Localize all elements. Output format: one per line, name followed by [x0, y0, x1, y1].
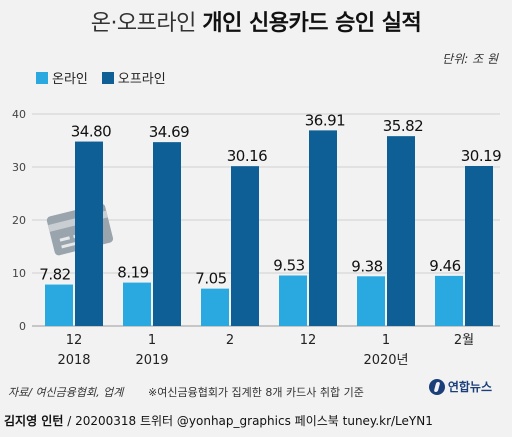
legend: 온라인 오프라인: [36, 68, 180, 87]
bar-offline: [465, 165, 493, 326]
bar-offline: [75, 141, 103, 326]
data-label: 35.82: [383, 117, 423, 135]
legend-label-online: 온라인: [52, 72, 88, 87]
y-tick-label: 10: [12, 267, 26, 280]
bar-offline: [153, 142, 181, 326]
x-year-label: 2020년: [363, 353, 408, 368]
y-tick-label: 30: [12, 161, 26, 174]
chart-title: 온·오프라인 개인 신용카드 승인 실적: [0, 10, 512, 38]
x-tick-label: 1: [382, 333, 390, 348]
bar-online: [123, 282, 151, 326]
yonhap-logo-icon: [428, 378, 445, 395]
bar-online: [201, 288, 229, 326]
author: 김지영 인턴: [4, 414, 64, 428]
bar-online: [279, 275, 307, 326]
data-label: 34.80: [71, 123, 111, 141]
y-tick-label: 20: [12, 214, 26, 227]
legend-item-offline: 오프라인: [101, 68, 166, 87]
title-part-2: 개인 신용카드 승인 실적: [202, 11, 422, 36]
data-label: 34.69: [149, 123, 189, 141]
data-label: 9.46: [429, 257, 460, 275]
bar-offline: [231, 166, 259, 326]
y-tick-label: 0: [19, 320, 26, 333]
data-label: 8.19: [117, 264, 148, 282]
data-label: 7.82: [39, 266, 70, 284]
bar-offline: [309, 130, 337, 326]
x-tick-label: 2월: [454, 333, 474, 348]
note-text: ※여신금융협회가 집계한 8개 카드사 취합 기준: [148, 386, 364, 399]
legend-item-online: 온라인: [36, 68, 88, 87]
bar-online: [45, 284, 73, 326]
y-tick-label: 40: [12, 108, 26, 121]
x-tick-label: 1: [148, 333, 156, 348]
yonhap-logo: 연합뉴스: [428, 378, 492, 395]
x-tick-label: 12: [300, 333, 317, 348]
data-label: 30.16: [227, 147, 267, 165]
bar-online: [357, 276, 385, 326]
unit-label: 단위: 조 원: [442, 52, 498, 66]
x-year-label: 2019: [135, 353, 168, 368]
credit-line: 김지영 인턴 / 20200318 트위터 @yonhap_graphics 페…: [4, 412, 433, 429]
data-label: 9.53: [273, 256, 304, 274]
logo-text: 연합뉴스: [447, 380, 492, 394]
legend-swatch-offline: [101, 71, 114, 84]
bar-online: [435, 275, 463, 326]
source-text: 자료/ 여신금융협회, 업계: [8, 386, 124, 399]
data-label: 9.38: [351, 257, 382, 275]
legend-label-offline: 오프라인: [117, 72, 166, 87]
x-tick-label: 12: [66, 333, 83, 348]
legend-swatch-online: [36, 71, 48, 84]
data-label: 30.19: [461, 147, 501, 165]
data-label: 7.05: [195, 270, 226, 288]
title-part-1: 온·오프라인: [90, 11, 197, 36]
credit-rest: / 20200318 트위터 @yonhap_graphics 페이스북 tun…: [67, 414, 433, 428]
data-label: 36.91: [305, 111, 345, 129]
x-year-label: 2018: [57, 353, 90, 368]
bar-offline: [387, 136, 415, 326]
x-tick-label: 2: [226, 333, 234, 348]
